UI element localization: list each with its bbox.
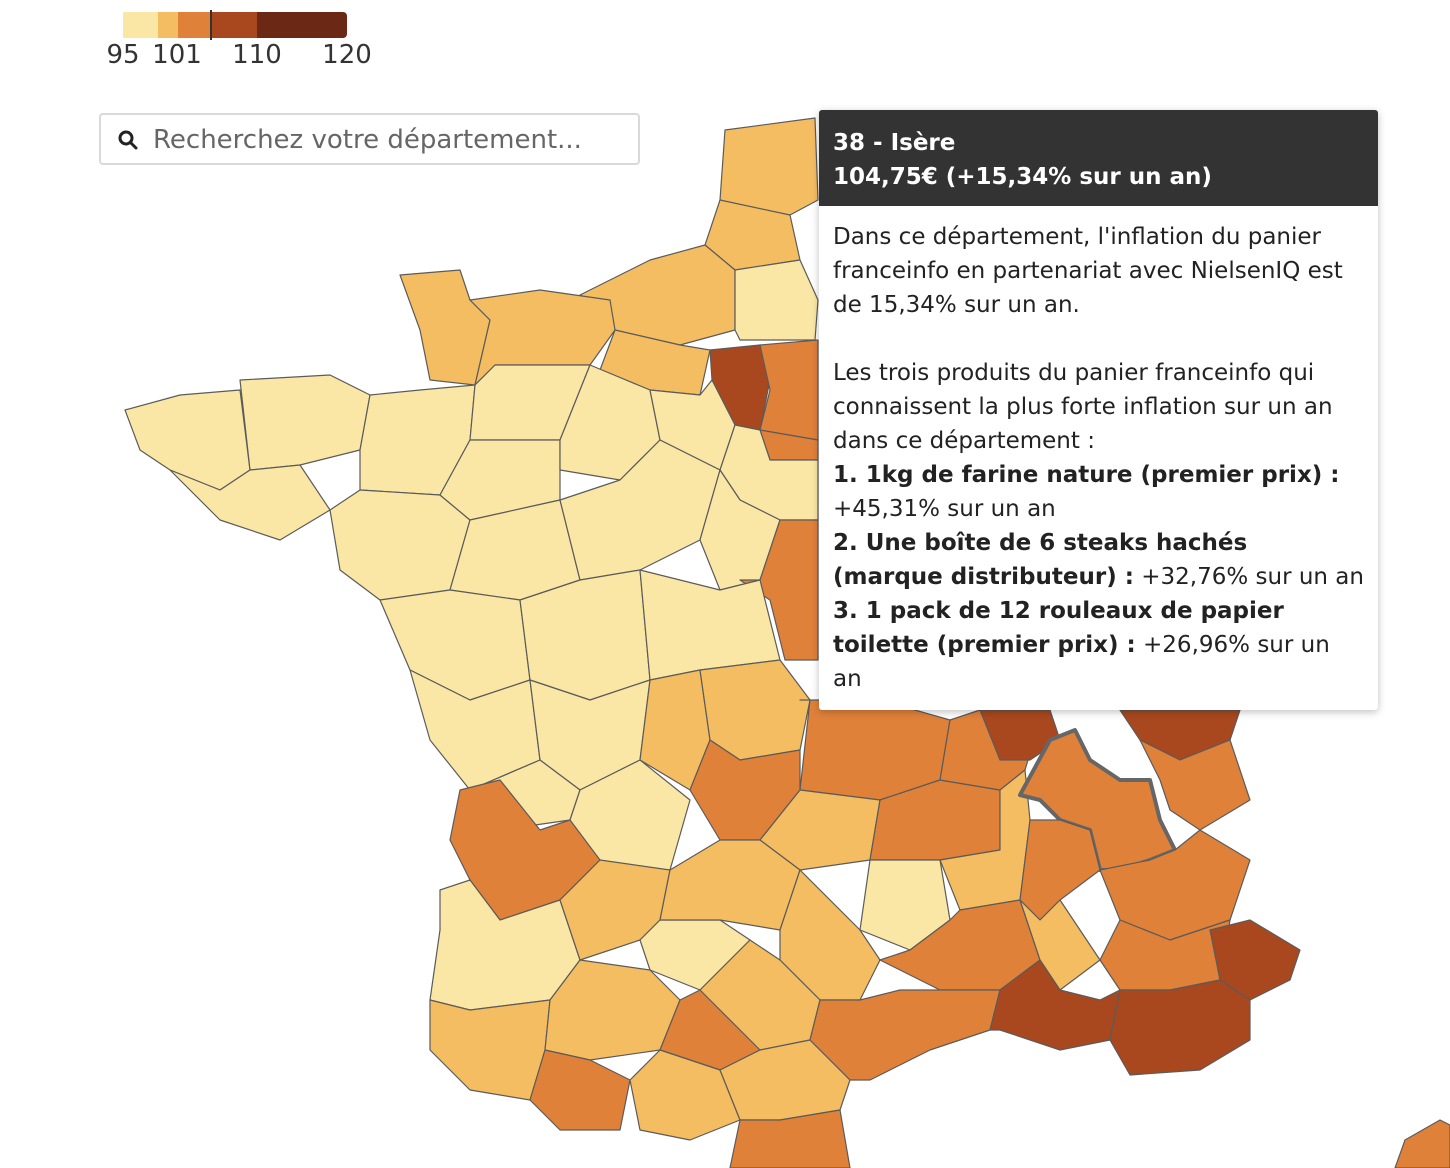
department[interactable]: [729, 1109, 851, 1168]
department[interactable]: [759, 339, 819, 441]
legend-tick: 95: [106, 40, 140, 70]
tooltip-item-value: +26,96% sur un an: [833, 632, 1330, 692]
legend-tick: 110: [232, 40, 282, 70]
legend-tick: 101: [152, 40, 202, 70]
tooltip-intro: Dans ce département, l'inflation du pani…: [833, 224, 1343, 318]
department[interactable]: [379, 589, 531, 701]
department-tooltip: 38 - Isère 104,75€ (+15,34% sur un an) D…: [819, 110, 1378, 710]
legend-bin: [158, 12, 178, 38]
department[interactable]: [169, 464, 331, 541]
department[interactable]: [329, 489, 471, 601]
search-icon: [118, 130, 138, 150]
tooltip-item-label: 2. Une boîte de 6 steaks hachés (marque …: [833, 530, 1248, 590]
tooltip-item: 2. Une boîte de 6 steaks hachés (marque …: [833, 526, 1364, 594]
tooltip-header: 38 - Isère 104,75€ (+15,34% sur un an): [819, 110, 1378, 206]
department[interactable]: [1109, 979, 1251, 1076]
legend: 95 101 110 120: [0, 0, 420, 80]
tooltip-subtitle: 104,75€ (+15,34% sur un an): [833, 164, 1212, 190]
tooltip-item: 3. 1 pack de 12 rouleaux de papier toile…: [833, 594, 1364, 696]
department[interactable]: [809, 989, 1001, 1081]
department[interactable]: [734, 259, 819, 341]
department[interactable]: [124, 389, 251, 491]
department[interactable]: [1139, 739, 1251, 831]
department[interactable]: [1394, 1119, 1450, 1168]
legend-bin: [178, 12, 210, 38]
legend-bin: [123, 12, 158, 38]
department[interactable]: [239, 374, 371, 471]
search-input[interactable]: [151, 121, 625, 159]
tooltip-title: 38 - Isère: [833, 130, 956, 156]
department[interactable]: [739, 519, 819, 661]
tooltip-item-label: 3. 1 pack de 12 rouleaux de papier toile…: [833, 598, 1284, 658]
department[interactable]: [719, 117, 819, 216]
tooltip-item-value: +45,31% sur un an: [833, 496, 1056, 522]
department[interactable]: [429, 999, 551, 1101]
tooltip-item-value: +32,76% sur un an: [1141, 564, 1364, 590]
legend-tick: 120: [322, 40, 372, 70]
tooltip-item: 1. 1kg de farine nature (premier prix) :…: [833, 458, 1364, 526]
search-box[interactable]: [99, 113, 640, 165]
tooltip-item-label: 1. 1kg de farine nature (premier prix) :: [833, 462, 1340, 488]
department[interactable]: [529, 1049, 631, 1131]
department[interactable]: [399, 269, 491, 386]
legend-marker: [210, 10, 212, 40]
legend-bin: [257, 12, 347, 38]
tooltip-body: Dans ce département, l'inflation du pani…: [819, 206, 1378, 710]
legend-bin: [212, 12, 257, 38]
tooltip-lead: Les trois produits du panier franceinfo …: [833, 360, 1333, 454]
